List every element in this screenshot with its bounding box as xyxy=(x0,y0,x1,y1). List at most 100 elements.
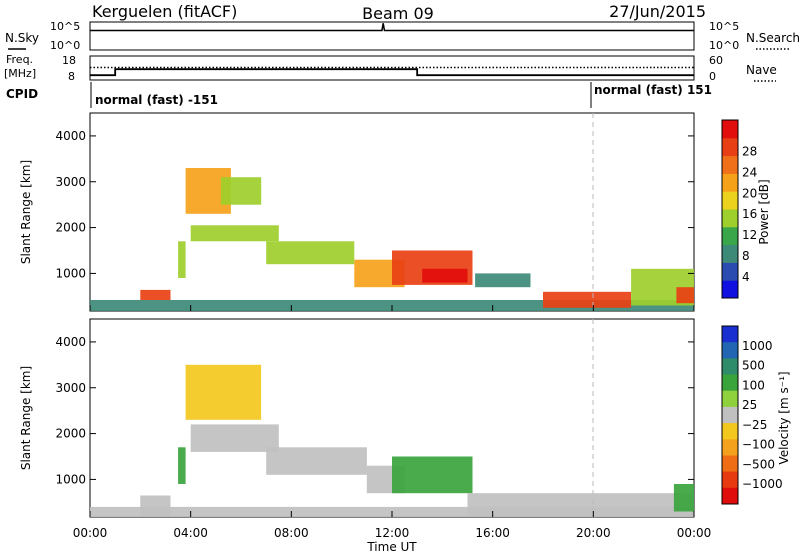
power-colorbar: 4 8 12 16 20 24 28 xyxy=(721,119,757,299)
power-ylabel: Slant Range [km] xyxy=(19,160,33,264)
velocity-region-9 xyxy=(673,484,694,512)
power-colorbar-tick-4: 20 xyxy=(742,186,757,200)
x-axis: 00:00 04:00 08:00 12:00 16:00 20:00 00:00 xyxy=(73,526,712,540)
power-colorbar-tick-2: 12 xyxy=(742,228,757,242)
x-tick-label-6: 00:00 xyxy=(677,526,712,540)
date-title: 27/Jun/2015 xyxy=(609,2,706,21)
power-colorbar-seg-7 xyxy=(722,155,738,174)
power-ytick-label-4000: 4000 xyxy=(55,129,86,143)
velocity-panel: 1000 2000 3000 4000 Slant Range [km] 1000 50… xyxy=(19,318,791,518)
velocity-ytick-label-3000: 3000 xyxy=(55,381,86,395)
power-colorbar-tick-6: 28 xyxy=(742,144,757,158)
freq-tick-top: 18 xyxy=(62,54,76,67)
velocity-ylabel: Slant Range [km] xyxy=(19,366,33,470)
velocity-region-5 xyxy=(266,447,367,475)
velocity-colorbar-seg-0 xyxy=(722,326,738,343)
velocity-colorbar-tick-5: −100 xyxy=(742,438,775,452)
power-colorbar-seg-0 xyxy=(722,280,738,299)
velocity-colorbar-seg-7 xyxy=(722,439,738,456)
velocity-region-2 xyxy=(178,447,186,484)
power-region-11 xyxy=(543,291,632,308)
velocity-colorbar-seg-8 xyxy=(722,455,738,473)
velocity-region-8 xyxy=(467,493,694,517)
x-tick-label-3: 12:00 xyxy=(375,526,410,540)
power-region-6 xyxy=(266,241,355,265)
power-colorbar-seg-1 xyxy=(722,262,738,281)
nsky-frame xyxy=(89,21,695,51)
power-colorbar-tick-5: 24 xyxy=(742,165,757,179)
freq-tick-bottom: 8 xyxy=(68,70,75,83)
velocity-colorbar-seg-4 xyxy=(722,390,738,408)
nave-label: Nave xyxy=(746,63,777,77)
velocity-colorbar-tick-7: −1000 xyxy=(742,477,783,491)
nsearch-tick-bottom: 10^0 xyxy=(709,39,739,52)
velocity-colorbar-tick-3: 25 xyxy=(742,398,757,412)
power-colorbar-tick-0: 4 xyxy=(742,270,750,284)
freq-line xyxy=(90,68,694,77)
power-region-4 xyxy=(220,177,262,205)
nsky-tick-top: 10^5 xyxy=(50,20,80,33)
x-tick-label-4: 16:00 xyxy=(475,526,510,540)
velocity-colorbar-seg-3 xyxy=(722,374,738,392)
power-colorbar-seg-6 xyxy=(722,173,738,192)
velocity-colorbar-seg-6 xyxy=(722,423,738,440)
nave-tick-bottom: 0 xyxy=(709,70,716,83)
velocity-colorbar-frame xyxy=(721,325,739,505)
cpid-label: CPID xyxy=(6,87,38,101)
power-ytick-label-2000: 2000 xyxy=(55,221,86,235)
velocity-region-3 xyxy=(185,364,262,420)
velocity-region-1 xyxy=(140,495,171,517)
velocity-colorbar-tick-2: 100 xyxy=(742,378,765,392)
power-colorbar-frame xyxy=(721,119,739,299)
x-tick-label-1: 04:00 xyxy=(173,526,208,540)
power-y-ticks: 1000 2000 3000 4000 xyxy=(55,129,695,311)
power-colorbar-tick-1: 8 xyxy=(742,249,750,263)
power-region-13 xyxy=(676,287,694,304)
nsearch-label: N.Search xyxy=(746,31,800,45)
freq-label-line1: Freq. xyxy=(6,53,33,66)
cpid-strip: CPID normal (fast) -151 normal (fast) 15… xyxy=(6,82,712,108)
beam-title: Beam 09 xyxy=(362,4,434,23)
power-region-2 xyxy=(178,241,186,278)
velocity-colorbar-tick-4: −25 xyxy=(742,418,767,432)
nave-tick-top: 60 xyxy=(709,54,723,67)
power-ytick-label-1000: 1000 xyxy=(55,266,86,280)
power-region-1 xyxy=(140,289,171,300)
cpid-text-1: normal (fast) -151 xyxy=(95,93,218,107)
velocity-colorbar-label: Velocity [m s⁻¹] xyxy=(777,371,791,464)
x-tick-label-5: 20:00 xyxy=(576,526,611,540)
power-colorbar-seg-3 xyxy=(722,226,738,246)
power-colorbar-label: Power [dB] xyxy=(757,179,771,244)
power-colorbar-seg-9 xyxy=(722,120,738,139)
x-tick-label-0: 00:00 xyxy=(73,526,108,540)
power-colorbar-seg-4 xyxy=(722,209,738,228)
x-axis-label: Time UT xyxy=(366,540,417,554)
nsky-label: N.Sky xyxy=(5,31,39,45)
x-tick-label-2: 08:00 xyxy=(274,526,309,540)
velocity-colorbar-tick-1: 500 xyxy=(742,359,765,373)
velocity-ytick-label-2000: 2000 xyxy=(55,427,86,441)
velocity-colorbar-seg-2 xyxy=(722,358,738,376)
power-colorbar-seg-8 xyxy=(722,137,738,157)
power-colorbar-seg-2 xyxy=(722,244,738,263)
velocity-colorbar: 1000 500 100 25 −25 −100 −500 −1000 xyxy=(721,325,783,505)
velocity-colorbar-tick-6: −500 xyxy=(742,457,775,471)
velocity-ytick-label-4000: 4000 xyxy=(55,335,86,349)
velocity-colorbar-tick-0: 1000 xyxy=(742,339,773,353)
velocity-colorbar-seg-9 xyxy=(722,471,738,489)
nsky-tick-bottom: 10^0 xyxy=(50,39,80,52)
power-colorbar-tick-3: 16 xyxy=(742,207,757,221)
nsky-strip: N.Sky 10^5 10^0 10^5 10^0 N.Search xyxy=(5,20,800,52)
velocity-ytick-label-1000: 1000 xyxy=(55,472,86,486)
nsky-line xyxy=(90,23,694,32)
site-title: Kerguelen (fitACF) xyxy=(92,2,237,21)
cpid-text-2: normal (fast) 151 xyxy=(594,83,712,97)
velocity-region-4 xyxy=(190,424,279,452)
freq-strip: Freq. [MHz] 18 8 60 0 Nave xyxy=(4,53,777,83)
nsearch-tick-top: 10^5 xyxy=(709,20,739,33)
power-region-10 xyxy=(475,273,531,288)
power-panel: 1000 2000 3000 4000 Slant Range [km] 4 8 12 16… xyxy=(19,112,771,312)
power-region-5 xyxy=(190,225,279,242)
velocity-colorbar-seg-1 xyxy=(722,342,738,359)
